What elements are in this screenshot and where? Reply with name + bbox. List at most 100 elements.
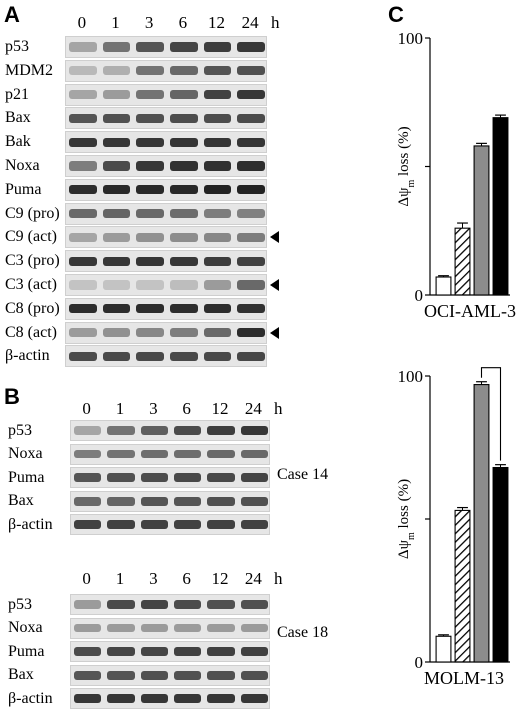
y-tick-label: 100 bbox=[398, 367, 424, 386]
blot-band bbox=[203, 66, 232, 76]
blot-band bbox=[69, 66, 97, 76]
band-arrowhead bbox=[270, 326, 279, 339]
time-point-label: 0 bbox=[82, 569, 91, 588]
blot-band bbox=[102, 304, 131, 314]
blot-band bbox=[140, 496, 168, 506]
blot-band bbox=[107, 426, 135, 435]
blot-band bbox=[140, 449, 168, 459]
blot-row-label: β-actin bbox=[8, 515, 53, 533]
blot-row-label: Puma bbox=[8, 642, 45, 660]
blot-band bbox=[240, 496, 268, 506]
blot-band bbox=[203, 113, 232, 123]
blot-band bbox=[237, 351, 265, 361]
blot-band bbox=[237, 304, 265, 314]
blot-band bbox=[140, 426, 168, 435]
blot-band bbox=[69, 89, 97, 100]
blot-band bbox=[107, 520, 135, 530]
blot-band bbox=[107, 600, 135, 609]
blot-band bbox=[102, 137, 131, 147]
blot-row-label: Bax bbox=[8, 666, 34, 684]
blot-band bbox=[74, 694, 102, 704]
blot-band bbox=[74, 426, 102, 435]
blot-strip bbox=[65, 297, 267, 320]
blot-band bbox=[240, 520, 268, 530]
time-point-label: 1 bbox=[111, 13, 120, 32]
blot-band bbox=[107, 694, 135, 704]
blot-row-label: C3 (act) bbox=[5, 276, 57, 293]
blot-band bbox=[237, 113, 265, 123]
blot-row-label: p53 bbox=[8, 421, 32, 439]
blot-band bbox=[207, 473, 235, 483]
blot-band bbox=[207, 647, 235, 657]
time-point-label: 3 bbox=[149, 569, 158, 588]
blot-row-label: Noxa bbox=[8, 445, 43, 463]
blot-band bbox=[240, 694, 268, 704]
blot-band bbox=[136, 327, 164, 338]
blot-band bbox=[237, 280, 265, 290]
blot-row-label: β-actin bbox=[8, 689, 53, 707]
blot-band bbox=[203, 351, 232, 361]
blot-band bbox=[69, 185, 97, 195]
blot-band bbox=[140, 600, 168, 609]
blot-strip bbox=[65, 107, 267, 130]
blot-band bbox=[170, 113, 198, 123]
blot-band bbox=[170, 89, 198, 100]
blot-band bbox=[74, 600, 102, 609]
blot-band bbox=[136, 280, 164, 290]
y-axis-label: Δψm loss (%) bbox=[396, 126, 417, 206]
significance-marker: * bbox=[486, 362, 496, 370]
blot-band bbox=[237, 66, 265, 76]
blot-band bbox=[203, 208, 232, 219]
bar-gray bbox=[473, 384, 490, 663]
blot-band bbox=[240, 670, 268, 680]
time-point-label: 6 bbox=[182, 569, 191, 588]
blot-band bbox=[136, 89, 164, 100]
blot-band bbox=[140, 670, 168, 680]
time-point-label: 12 bbox=[211, 569, 229, 588]
blot-strip bbox=[65, 321, 267, 344]
blot-band bbox=[102, 185, 131, 195]
blot-band bbox=[102, 351, 131, 361]
blot-band bbox=[237, 89, 265, 100]
panel-letter-b: B bbox=[4, 384, 20, 409]
y-tick-label: 0 bbox=[415, 653, 424, 672]
blot-strip bbox=[70, 594, 270, 615]
blot-band bbox=[136, 185, 164, 195]
blot-band bbox=[170, 327, 198, 338]
blot-band bbox=[140, 520, 168, 530]
blot-band bbox=[136, 113, 164, 123]
blot-band bbox=[140, 473, 168, 483]
blot-row-label: C8 (pro) bbox=[5, 299, 60, 317]
blot-band bbox=[107, 449, 135, 459]
blot-band bbox=[203, 232, 232, 242]
blot-row-label: Noxa bbox=[5, 157, 40, 174]
time-point-label: 3 bbox=[149, 399, 158, 418]
blot-band bbox=[69, 42, 97, 52]
blot-band bbox=[102, 327, 131, 338]
blot-row-label: Puma bbox=[8, 468, 45, 486]
blot-strip bbox=[70, 514, 270, 536]
time-point-label: 0 bbox=[82, 399, 91, 418]
blot-band bbox=[203, 327, 232, 338]
blot-row-label: MDM2 bbox=[5, 61, 54, 79]
blot-band bbox=[74, 473, 102, 483]
blot-band bbox=[170, 208, 198, 219]
blot-strip bbox=[65, 345, 267, 368]
panel-letter-a: A bbox=[4, 2, 20, 27]
blot-strip bbox=[70, 617, 270, 639]
chart-molm-13: 0 100 Δψm loss (%) MOLM-13 * bbox=[396, 362, 510, 688]
blot-strip bbox=[65, 202, 267, 225]
band-arrowhead bbox=[270, 279, 279, 291]
blot-band bbox=[237, 208, 265, 219]
blot-band bbox=[203, 256, 232, 266]
blot-band bbox=[102, 256, 131, 266]
blot-band bbox=[207, 623, 235, 633]
blot-band bbox=[203, 304, 232, 314]
blot-strip bbox=[65, 83, 267, 106]
y-axis-label: Δψm loss (%) bbox=[396, 479, 417, 559]
blot-row-label: p53 bbox=[8, 595, 32, 613]
chart-oci-aml-3: 0 100 Δψm loss (%) OCI-AML-3 bbox=[396, 29, 516, 321]
blot-band bbox=[107, 496, 135, 506]
blot-band bbox=[207, 426, 235, 435]
blot-band bbox=[69, 327, 97, 338]
